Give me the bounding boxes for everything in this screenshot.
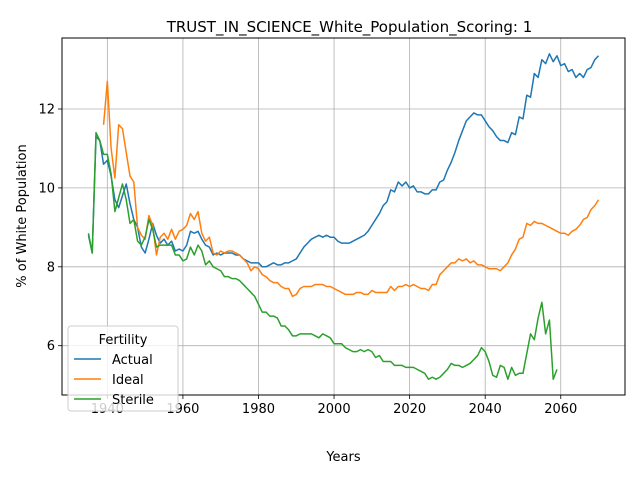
y-tick-label: 10	[38, 181, 55, 196]
series-layer	[87, 53, 600, 380]
series-line-actual	[87, 53, 600, 268]
x-tick-label: 1980	[242, 402, 275, 417]
legend-entry-sterile: Sterile	[112, 393, 154, 408]
legend-box	[67, 325, 179, 412]
x-tick-label: 2040	[469, 402, 502, 417]
y-axis-label: % of White Population	[15, 144, 30, 287]
legend: Fertility Actual Ideal Sterile	[67, 325, 179, 412]
x-axis-label: Years	[325, 450, 361, 465]
x-tick-label: 2000	[318, 402, 351, 417]
x-tick-label: 2020	[393, 402, 426, 417]
legend-entry-actual: Actual	[112, 353, 153, 368]
series-line-sterile	[87, 131, 558, 380]
chart-title: TRUST_IN_SCIENCE_White_Population_Scorin…	[166, 18, 533, 37]
plot-frame	[61, 37, 626, 396]
y-tick-label: 8	[47, 260, 55, 275]
legend-entry-ideal: Ideal	[112, 373, 144, 388]
y-tick-label: 12	[38, 103, 55, 118]
y-tick-label: 6	[47, 339, 55, 354]
x-tick-label: 2060	[544, 402, 577, 417]
legend-title: Fertility	[99, 333, 148, 348]
series-line-ideal	[102, 80, 600, 298]
